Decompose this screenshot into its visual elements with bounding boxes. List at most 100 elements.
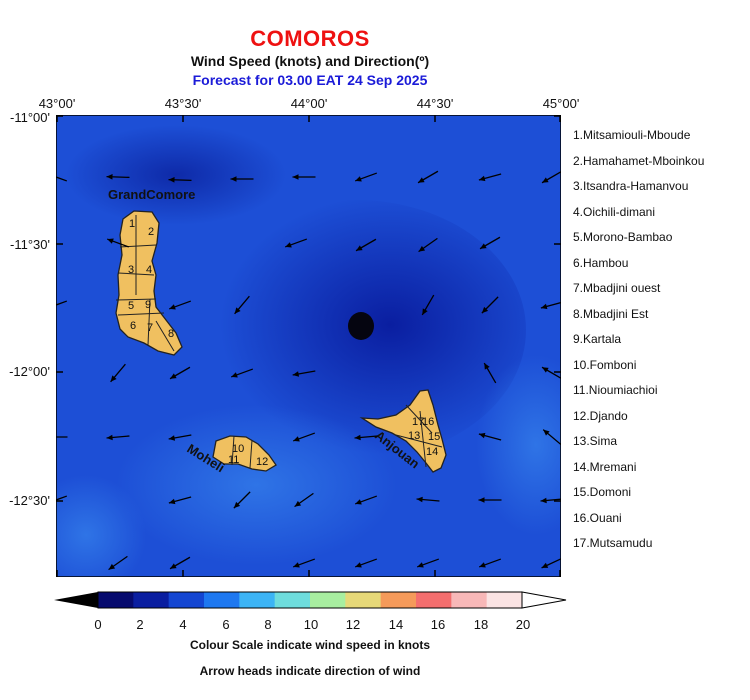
region-item: 5.Morono-Bambao xyxy=(573,230,673,244)
colour-bin xyxy=(204,592,240,608)
region-item: 6.Hambou xyxy=(573,255,629,270)
region-item: 12.Djando xyxy=(573,408,628,423)
wind-arrow xyxy=(418,237,438,253)
colour-bin xyxy=(239,592,276,608)
region-item: 16.Ouani xyxy=(573,510,622,525)
wind-arrow xyxy=(106,434,130,441)
wind-arrow xyxy=(354,558,378,568)
wind-arrow xyxy=(168,496,192,505)
moheli-island xyxy=(212,435,277,472)
wind-arrow xyxy=(292,174,316,180)
wind-arrow xyxy=(481,296,499,314)
lon-label: 44°00' xyxy=(290,96,328,111)
region-item: 11.Nioumiachioi xyxy=(573,383,658,397)
wind-arrow xyxy=(230,368,254,378)
colour-bin xyxy=(310,592,346,608)
map-subtitle: Wind Speed (knots) and Direction(º) xyxy=(190,53,430,69)
svg-text:12: 12 xyxy=(256,456,268,468)
wind-arrow xyxy=(56,176,68,182)
colour-tick: 0 xyxy=(94,617,102,632)
svg-text:10: 10 xyxy=(232,443,244,455)
svg-text:5: 5 xyxy=(128,300,134,312)
grandcomore-island xyxy=(115,210,183,356)
wind-arrow xyxy=(110,363,126,383)
colour-scale-note: Colour Scale indicate wind speed in knot… xyxy=(189,638,431,652)
lat-label: -12°00' xyxy=(9,364,50,379)
wind-arrow xyxy=(106,174,130,180)
wind-arrow xyxy=(292,370,316,377)
colour-bin xyxy=(416,592,452,608)
wind-arrow xyxy=(541,366,561,379)
forecast-time: Forecast for 03.00 EAT 24 Sep 2025 xyxy=(192,72,428,88)
lon-label: 43°30' xyxy=(164,96,202,111)
wind-arrow xyxy=(233,491,251,509)
wind-arrow xyxy=(478,497,502,503)
region-item: 9.Kartala xyxy=(573,332,622,346)
lon-label: 45°00' xyxy=(542,96,580,111)
colour-tick: 20 xyxy=(515,617,531,632)
wind-arrow xyxy=(416,496,440,503)
colour-tick: 6 xyxy=(222,617,230,632)
svg-text:7: 7 xyxy=(147,322,153,334)
colour-tick: 12 xyxy=(345,617,361,632)
colour-bin xyxy=(98,592,134,608)
wind-arrow xyxy=(56,495,68,501)
wind-map: 1 2 3 4 5 6 7 8 9 10 11 12 13 14 15 16 1… xyxy=(56,115,561,577)
arrow-note: Arrow heads indicate direction of wind xyxy=(199,664,421,678)
wind-arrow xyxy=(169,556,191,570)
region-legend: 1.Mitsamiouli-Mboude 2.Hamahamet-Mboinkou… xyxy=(573,127,704,561)
region-item: 17.Mutsamudu xyxy=(573,536,653,550)
colour-tick: 2 xyxy=(136,617,144,632)
grandcomore-label: GrandComore xyxy=(108,187,195,202)
wind-arrow xyxy=(284,238,308,248)
svg-text:8: 8 xyxy=(168,328,174,340)
colour-tick: 16 xyxy=(430,617,446,632)
colour-bin xyxy=(345,592,382,608)
overflow-triangle xyxy=(521,591,567,609)
lat-label: -12°30' xyxy=(9,493,50,508)
underflow-triangle xyxy=(54,592,98,608)
region-item: 7.Mbadjini ouest xyxy=(573,281,661,295)
colour-tick: 10 xyxy=(303,617,319,632)
region-item: 1.Mitsamiouli-Mboude xyxy=(573,128,691,142)
region-item: 3.Itsandra-Hamanvou xyxy=(573,179,689,193)
wind-arrow xyxy=(168,434,192,441)
wind-arrow xyxy=(541,171,561,184)
wind-arrow xyxy=(234,295,250,315)
colour-bin xyxy=(168,592,205,608)
svg-text:6: 6 xyxy=(130,320,136,332)
region-item: 10.Fomboni xyxy=(573,357,637,372)
colour-bin xyxy=(451,592,488,608)
colour-bin xyxy=(133,592,170,608)
wind-arrow xyxy=(478,558,502,568)
wind-arrow xyxy=(542,429,561,445)
region-item: 8.Mbadjini Est xyxy=(573,306,649,321)
wind-arrow xyxy=(230,176,254,182)
svg-text:14: 14 xyxy=(426,446,438,458)
wind-arrow xyxy=(292,432,316,442)
colour-tick: 8 xyxy=(264,617,272,632)
svg-text:1: 1 xyxy=(129,218,135,230)
lon-label: 44°30' xyxy=(416,96,454,111)
colour-bin xyxy=(380,592,417,608)
svg-text:15: 15 xyxy=(428,431,440,443)
wind-arrow xyxy=(540,301,561,310)
wind-arrow xyxy=(292,558,316,568)
region-item: 2.Hamahamet-Mboinkou xyxy=(573,153,705,168)
wind-arrow xyxy=(354,172,378,182)
svg-text:4: 4 xyxy=(146,264,152,276)
wind-arrow xyxy=(416,558,440,568)
wind-arrow xyxy=(478,432,502,441)
wind-arrow xyxy=(540,497,561,504)
svg-text:17: 17 xyxy=(412,416,424,428)
region-item: 4.Oichili-dimani xyxy=(573,204,656,219)
wind-arrow xyxy=(417,170,439,184)
wind-arrow xyxy=(168,177,192,183)
map-title: COMOROS xyxy=(250,26,370,51)
wind-arrow xyxy=(354,434,378,441)
lon-label: 43°00' xyxy=(38,96,76,111)
region-item: 15.Domoni xyxy=(573,485,632,499)
svg-text:16: 16 xyxy=(422,416,434,428)
colour-bin xyxy=(486,592,523,608)
wind-arrow xyxy=(56,300,68,306)
